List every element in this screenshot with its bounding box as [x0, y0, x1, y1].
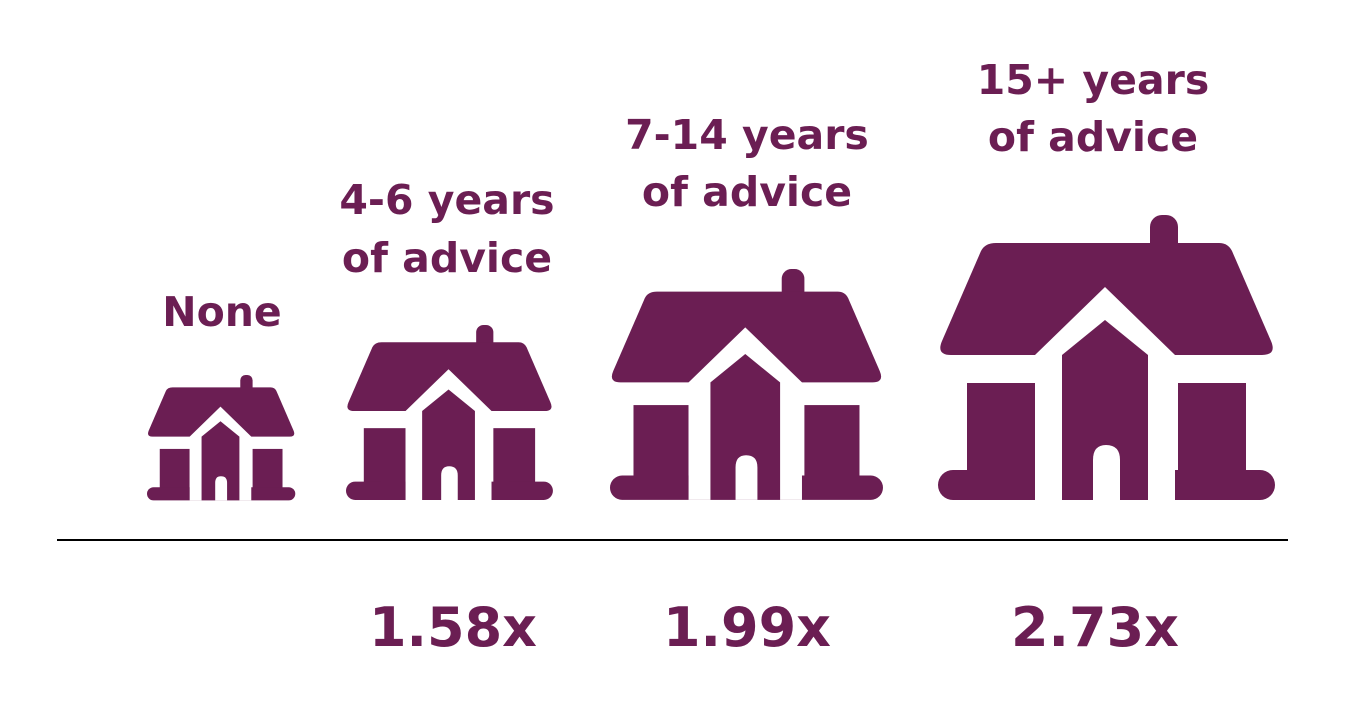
house-icon: [610, 269, 883, 500]
label: 4-6 years: [339, 176, 554, 224]
multiplier: 1.99x: [663, 596, 831, 659]
house-icon: [147, 375, 296, 501]
label: None: [162, 288, 281, 336]
label: 7-14 years: [625, 111, 869, 159]
multiplier: 1.58x: [369, 596, 537, 659]
label: of advice: [988, 113, 1198, 161]
house-icon: [346, 325, 553, 500]
house-icon: [938, 215, 1275, 500]
label: of advice: [642, 168, 852, 216]
label: 15+ years: [977, 56, 1210, 104]
multiplier: 2.73x: [1011, 596, 1179, 659]
label: of advice: [342, 234, 552, 282]
